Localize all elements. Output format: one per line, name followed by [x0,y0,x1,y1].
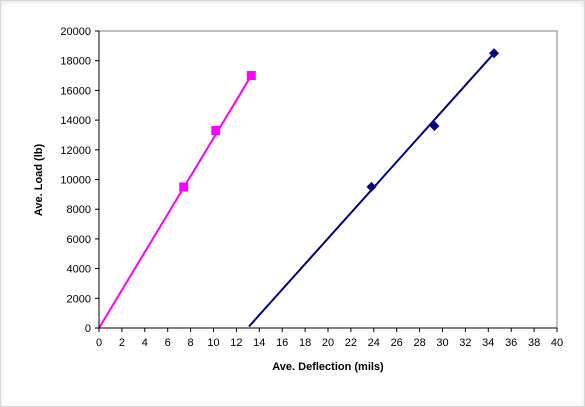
x-tick-label: 14 [253,337,265,349]
x-tick-label: 28 [413,337,425,349]
x-tick-label: 40 [551,337,563,349]
x-tick-label: 30 [436,337,448,349]
series-1-point [179,182,189,192]
series-2-point [366,181,377,192]
y-tick-label: 18000 [60,56,91,68]
x-tick-label: 34 [482,337,494,349]
x-tick-label: 22 [345,337,357,349]
x-tick-label: 18 [299,337,311,349]
y-axis-title: Ave. Load (lb) [33,144,45,217]
x-tick-label: 8 [188,337,194,349]
x-tick-label: 26 [391,337,403,349]
y-tick-label: 8000 [67,204,91,216]
x-tick-label: 4 [142,337,148,349]
x-tick-label: 38 [528,337,540,349]
y-tick-label: 12000 [60,145,91,157]
y-tick-label: 0 [85,323,91,335]
x-tick-label: 24 [368,337,380,349]
series-1-trendline [98,75,253,329]
x-tick-label: 12 [230,337,242,349]
x-tick-label: 32 [459,337,471,349]
series-2-point [429,121,440,132]
x-tick-label: 36 [505,337,517,349]
y-tick-label: 4000 [67,264,91,276]
y-tick-label: 20000 [60,26,91,38]
series-1-point [246,71,256,81]
series-2-point [489,48,500,59]
y-tick-label: 10000 [60,175,91,187]
y-tick-label: 6000 [67,234,91,246]
x-tick-label: 10 [207,337,219,349]
x-tick-label: 16 [276,337,288,349]
y-tick-label: 2000 [67,293,91,305]
plot-area [98,30,558,329]
series-1-point [211,125,221,135]
y-tick-label: 14000 [60,115,91,127]
x-tick-label: 2 [119,337,125,349]
x-axis-title: Ave. Deflection (mils) [272,361,384,373]
x-tick-label: 0 [96,337,102,349]
y-tick-label: 16000 [60,85,91,97]
x-tick-label: 20 [322,337,334,349]
x-tick-label: 6 [165,337,171,349]
